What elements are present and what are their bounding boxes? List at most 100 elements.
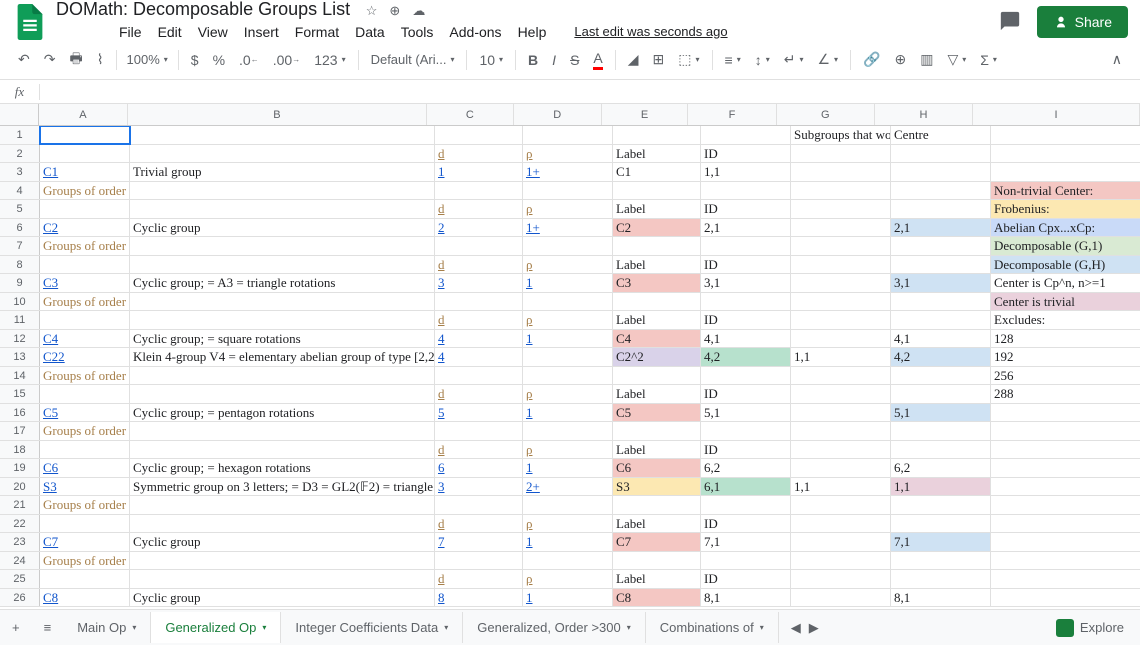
cell-B8[interactable]	[130, 256, 435, 274]
cell-G24[interactable]	[791, 552, 891, 570]
cell-F16[interactable]: 5,1	[701, 404, 791, 422]
cell-E1[interactable]	[613, 126, 701, 144]
cell-H22[interactable]	[891, 515, 991, 533]
cell-G14[interactable]	[791, 367, 891, 385]
row-header[interactable]: 22	[0, 515, 40, 533]
cell-A9[interactable]: C3	[40, 274, 130, 292]
cell-A6[interactable]: C2	[40, 219, 130, 237]
cell-G15[interactable]	[791, 385, 891, 403]
cell-H18[interactable]	[891, 441, 991, 459]
cell-A16[interactable]: C5	[40, 404, 130, 422]
row-header[interactable]: 20	[0, 478, 40, 496]
cell-C21[interactable]	[435, 496, 523, 514]
cell-G25[interactable]	[791, 570, 891, 588]
row-header[interactable]: 3	[0, 163, 40, 181]
cell-A11[interactable]	[40, 311, 130, 329]
row-header[interactable]: 6	[0, 219, 40, 237]
cell-B26[interactable]: Cyclic group	[130, 589, 435, 607]
cell-C25[interactable]: d	[435, 570, 523, 588]
row-header[interactable]: 1	[0, 126, 40, 144]
cell-D5[interactable]: ρ	[523, 200, 613, 218]
cell-B18[interactable]	[130, 441, 435, 459]
cell-G13[interactable]: 1,1	[791, 348, 891, 366]
cell-I5[interactable]: Frobenius:	[991, 200, 1140, 218]
cell-A2[interactable]	[40, 145, 130, 163]
cell-D3[interactable]: 1+	[523, 163, 613, 181]
wrap-button[interactable]: ↵	[778, 47, 810, 72]
cell-F24[interactable]	[701, 552, 791, 570]
italic-button[interactable]: I	[546, 48, 562, 72]
cell-G4[interactable]	[791, 182, 891, 200]
cell-B7[interactable]	[130, 237, 435, 255]
cell-A14[interactable]: Groups of order 5	[40, 367, 130, 385]
cell-H9[interactable]: 3,1	[891, 274, 991, 292]
cell-C14[interactable]	[435, 367, 523, 385]
cell-E7[interactable]	[613, 237, 701, 255]
col-header-G[interactable]: G	[777, 104, 875, 125]
cell-F20[interactable]: 6,1	[701, 478, 791, 496]
percent-button[interactable]: %	[207, 48, 231, 72]
cell-F3[interactable]: 1,1	[701, 163, 791, 181]
cell-C5[interactable]: d	[435, 200, 523, 218]
cell-F6[interactable]: 2,1	[701, 219, 791, 237]
cell-A1[interactable]	[40, 126, 130, 144]
cell-G2[interactable]	[791, 145, 891, 163]
cell-I17[interactable]	[991, 422, 1140, 440]
cell-H12[interactable]: 4,1	[891, 330, 991, 348]
cell-C20[interactable]: 3	[435, 478, 523, 496]
cell-G26[interactable]	[791, 589, 891, 607]
chevron-down-icon[interactable]: ▾	[262, 623, 266, 632]
cell-D9[interactable]: 1	[523, 274, 613, 292]
menu-add-ons[interactable]: Add-ons	[442, 22, 508, 42]
move-icon[interactable]: ⊕	[389, 3, 400, 19]
chevron-down-icon[interactable]: ▾	[760, 623, 764, 632]
row-header[interactable]: 24	[0, 552, 40, 570]
cell-I12[interactable]: 128	[991, 330, 1140, 348]
cell-E16[interactable]: C5	[613, 404, 701, 422]
cell-D17[interactable]	[523, 422, 613, 440]
col-header-F[interactable]: F	[688, 104, 776, 125]
cell-C2[interactable]: d	[435, 145, 523, 163]
cell-A12[interactable]: C4	[40, 330, 130, 348]
link-button[interactable]: 🔗	[857, 47, 886, 72]
cell-B16[interactable]: Cyclic group; = pentagon rotations	[130, 404, 435, 422]
row-header[interactable]: 13	[0, 348, 40, 366]
cell-F1[interactable]	[701, 126, 791, 144]
cell-H17[interactable]	[891, 422, 991, 440]
cell-A21[interactable]: Groups of order 7	[40, 496, 130, 514]
cell-E2[interactable]: Label	[613, 145, 701, 163]
cell-G1[interactable]: Subgroups that work:	[791, 126, 891, 144]
cell-E8[interactable]: Label	[613, 256, 701, 274]
menu-insert[interactable]: Insert	[237, 22, 286, 42]
cell-F9[interactable]: 3,1	[701, 274, 791, 292]
cell-E21[interactable]	[613, 496, 701, 514]
cell-B23[interactable]: Cyclic group	[130, 533, 435, 551]
cell-A4[interactable]: Groups of order 2	[40, 182, 130, 200]
cell-B22[interactable]	[130, 515, 435, 533]
cell-B13[interactable]: Klein 4-group V4 = elementary abelian gr…	[130, 348, 435, 366]
cell-G6[interactable]	[791, 219, 891, 237]
cell-A20[interactable]: S3	[40, 478, 130, 496]
cell-D1[interactable]	[523, 126, 613, 144]
sheet-tab[interactable]: Integer Coefficients Data▾	[281, 612, 463, 643]
cell-C6[interactable]: 2	[435, 219, 523, 237]
cell-E15[interactable]: Label	[613, 385, 701, 403]
strike-button[interactable]: S	[564, 48, 585, 72]
cell-I16[interactable]	[991, 404, 1140, 422]
cell-D2[interactable]: ρ	[523, 145, 613, 163]
cell-I11[interactable]: Excludes:	[991, 311, 1140, 329]
row-header[interactable]: 12	[0, 330, 40, 348]
cell-D13[interactable]	[523, 348, 613, 366]
cell-D15[interactable]: ρ	[523, 385, 613, 403]
cell-C17[interactable]	[435, 422, 523, 440]
row-header[interactable]: 23	[0, 533, 40, 551]
cell-B21[interactable]	[130, 496, 435, 514]
row-header[interactable]: 4	[0, 182, 40, 200]
cell-A22[interactable]	[40, 515, 130, 533]
cell-C19[interactable]: 6	[435, 459, 523, 477]
currency-button[interactable]: $	[185, 48, 205, 72]
cell-H11[interactable]	[891, 311, 991, 329]
col-header-I[interactable]: I	[973, 104, 1140, 125]
cell-C9[interactable]: 3	[435, 274, 523, 292]
cell-F8[interactable]: ID	[701, 256, 791, 274]
